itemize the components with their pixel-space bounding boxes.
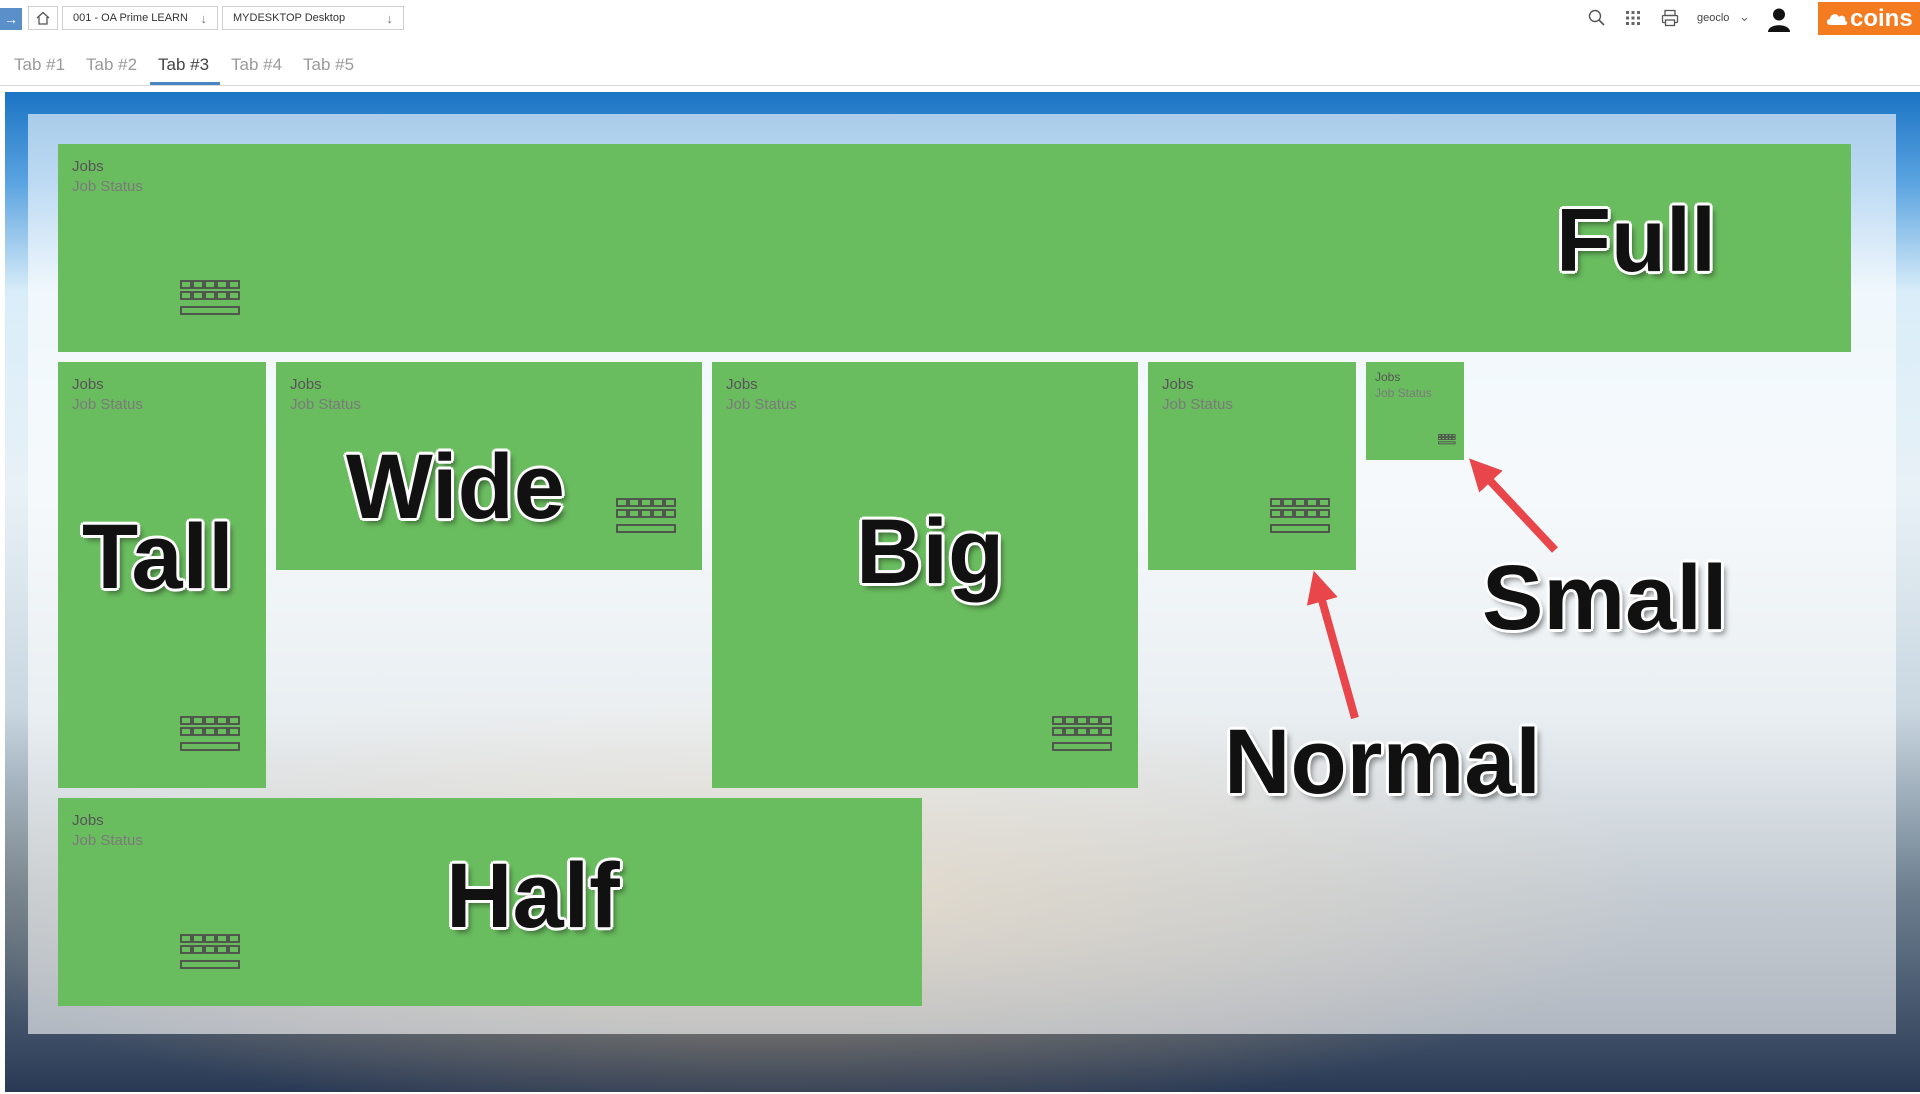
tab-3[interactable]: Tab #3	[158, 55, 210, 74]
keyboard-icon	[616, 498, 676, 533]
tile-subtitle: Job Status	[72, 178, 143, 195]
top-bar: → 001 - OA Prime LEARN ↓ MYDESKTOP Deskt…	[0, 0, 1920, 39]
tile-wide[interactable]: Jobs Job Status	[276, 362, 702, 570]
annotation-small: Small	[1482, 547, 1728, 649]
tile-title: Jobs	[72, 812, 104, 829]
user-avatar-icon[interactable]	[1766, 6, 1792, 32]
tile-title: Jobs	[726, 376, 758, 393]
tile-title: Jobs	[72, 158, 104, 175]
tile-normal[interactable]: Jobs Job Status	[1148, 362, 1356, 570]
tile-big[interactable]: Jobs Job Status	[712, 362, 1138, 788]
tile-subtitle: Job Status	[290, 396, 361, 413]
breadcrumb-company[interactable]: 001 - OA Prime LEARN ↓	[62, 6, 218, 30]
breadcrumb-desktop[interactable]: MYDESKTOP Desktop ↓	[222, 6, 404, 30]
keyboard-icon	[180, 716, 240, 751]
keyboard-icon	[1270, 498, 1330, 533]
annotation-tall: Tall	[82, 506, 234, 608]
home-icon	[36, 11, 50, 25]
keyboard-icon	[180, 280, 240, 315]
tile-tall[interactable]: Jobs Job Status	[58, 362, 266, 788]
tile-small[interactable]: Jobs Job Status	[1366, 362, 1464, 460]
tile-full[interactable]: Jobs Job Status	[58, 144, 1851, 352]
active-tab-indicator	[150, 82, 220, 85]
tile-subtitle: Job Status	[1375, 386, 1432, 400]
tab-5[interactable]: Tab #5	[303, 55, 355, 74]
down-arrow-icon: ↓	[386, 11, 394, 26]
tab-1[interactable]: Tab #1	[14, 55, 66, 74]
tile-title: Jobs	[72, 376, 104, 393]
tile-title: Jobs	[290, 376, 322, 393]
user-name[interactable]: geoclo	[1697, 12, 1730, 24]
breadcrumb-desktop-label: MYDESKTOP Desktop	[233, 12, 346, 24]
annotation-full: Full	[1556, 191, 1716, 291]
brand-name: coins	[1850, 5, 1913, 32]
annotation-wide: Wide	[346, 436, 565, 538]
keyboard-icon	[1052, 716, 1112, 751]
tile-subtitle: Job Status	[726, 396, 797, 413]
coins-logo: coins	[1818, 2, 1920, 35]
annotation-half: Half	[446, 845, 620, 947]
print-icon[interactable]	[1660, 8, 1680, 28]
annotation-big: Big	[856, 501, 1005, 603]
keyboard-icon	[1438, 434, 1456, 445]
tile-subtitle: Job Status	[72, 832, 143, 849]
down-arrow-icon: ↓	[200, 11, 208, 26]
tab-bar: Tab #1 Tab #2 Tab #3 Tab #4 Tab #5	[0, 38, 1920, 86]
tile-title: Jobs	[1375, 370, 1401, 384]
tile-subtitle: Job Status	[72, 396, 143, 413]
menu-toggle-icon[interactable]: →	[0, 8, 22, 30]
tile-half[interactable]: Jobs Job Status	[58, 798, 922, 1006]
tile-title: Jobs	[1162, 376, 1194, 393]
annotation-normal: Normal	[1224, 711, 1541, 813]
tab-4[interactable]: Tab #4	[231, 55, 283, 74]
breadcrumb-company-label: 001 - OA Prime LEARN	[73, 12, 188, 24]
breadcrumb-home-button[interactable]	[28, 6, 58, 30]
apps-grid-icon[interactable]	[1623, 8, 1643, 28]
tab-2[interactable]: Tab #2	[86, 55, 138, 74]
search-icon[interactable]	[1587, 8, 1607, 28]
tile-subtitle: Job Status	[1162, 396, 1233, 413]
keyboard-icon	[180, 934, 240, 969]
chevron-down-icon[interactable]: ⌄	[1739, 9, 1750, 24]
cloud-icon	[1827, 14, 1848, 25]
